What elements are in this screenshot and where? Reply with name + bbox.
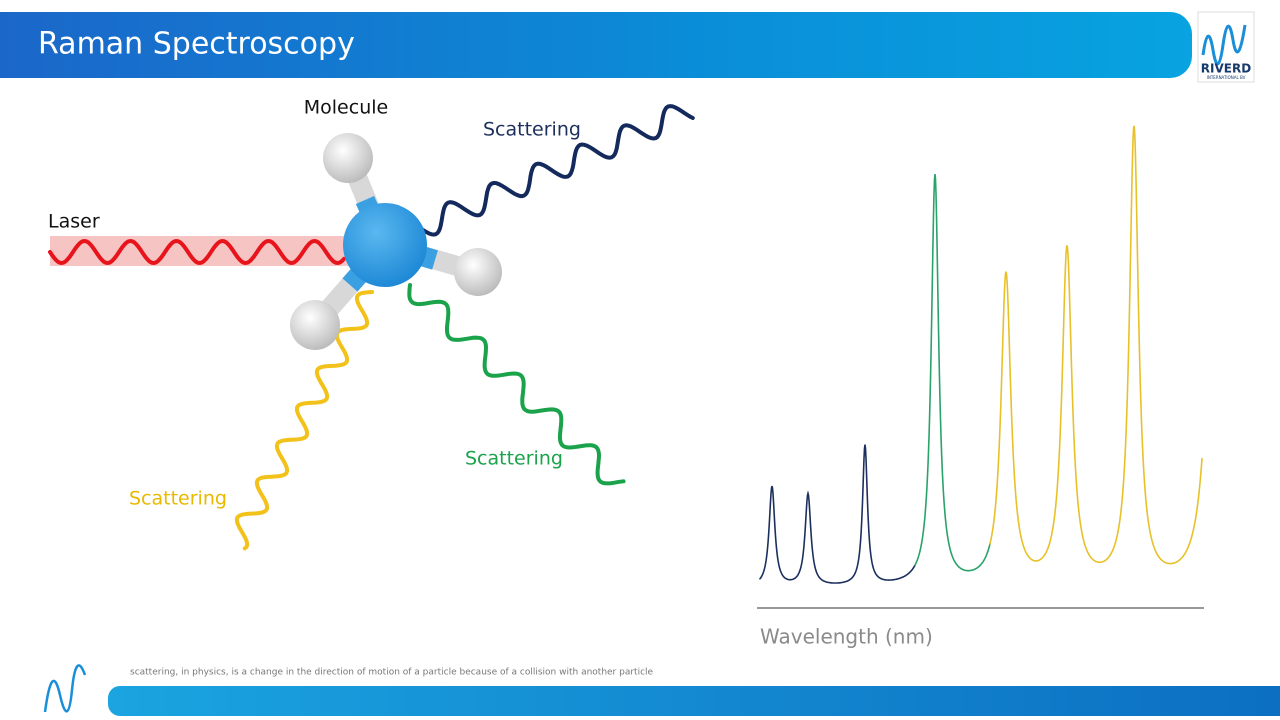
scattering-wave [407,283,626,486]
spectrum-curve [914,174,991,572]
molecule [290,133,502,350]
footer-note: scattering, in physics, is a change in t… [130,668,654,678]
header-bar [0,12,1192,78]
footer-bar [108,686,1280,716]
laser-wave [48,238,346,266]
scattering-wave [234,290,374,551]
scattering-wave [418,104,695,237]
logo-tagline: INTERNATIONAL BV [1207,75,1246,80]
logo-box [1197,11,1255,83]
logo-wave [1201,24,1247,66]
spectrum-curve [759,444,916,584]
slide-title: Raman Spectroscopy [38,27,355,62]
logo-name: RIVERD [1201,62,1251,76]
scattering-label: Scattering [465,448,563,470]
axis-label: Wavelength (nm) [760,625,933,649]
molecule-label: Molecule [304,97,388,119]
laser-label: Laser [48,211,100,233]
footer-logo [43,664,87,713]
scattering-label: Scattering [483,119,581,141]
spectrum-curve [989,125,1203,565]
scattering-label: Scattering [129,488,227,510]
